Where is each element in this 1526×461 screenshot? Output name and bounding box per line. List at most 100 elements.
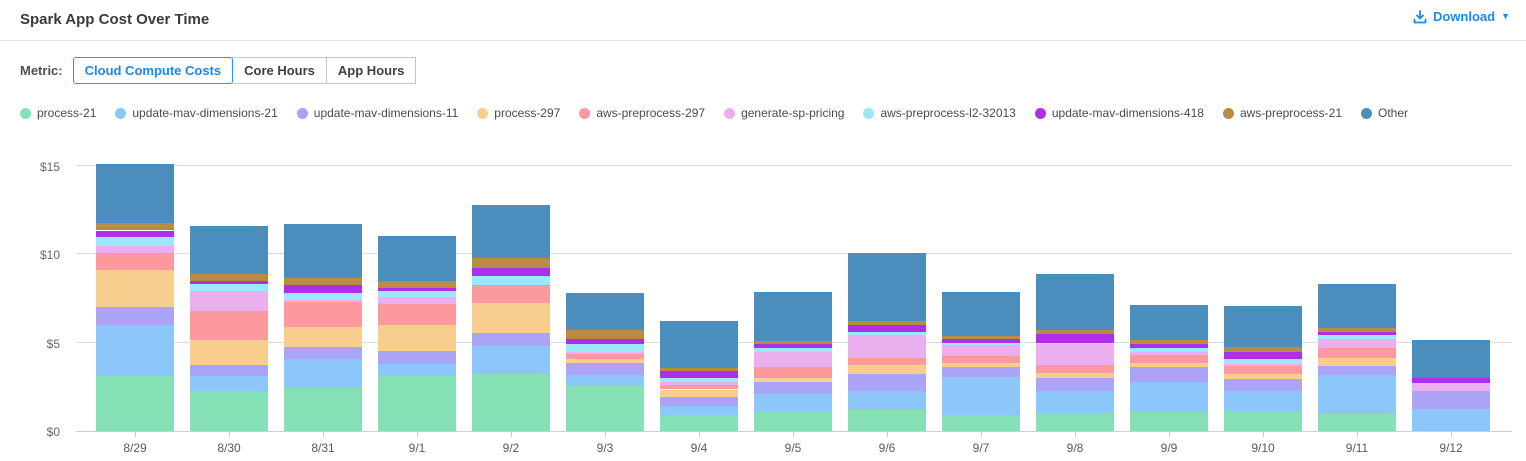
metric-option-cloud-compute-costs[interactable]: Cloud Compute Costs <box>72 57 234 84</box>
bar-9-1[interactable] <box>378 235 456 431</box>
bar-segment-aws-preprocess-l2-32013[interactable] <box>566 343 644 352</box>
bar-segment-process-297[interactable] <box>190 340 268 365</box>
bar-segment-aws-preprocess-21[interactable] <box>848 321 926 325</box>
bar-segment-aws-preprocess-297[interactable] <box>1318 347 1396 358</box>
bar-segment-update-mav-dimensions-21[interactable] <box>1036 391 1114 414</box>
bar-9-3[interactable] <box>566 293 644 431</box>
bar-segment-aws-preprocess-l2-32013[interactable] <box>1036 342 1114 345</box>
bar-segment-aws-preprocess-297[interactable] <box>754 367 832 378</box>
bar-segment-process-21[interactable] <box>1036 413 1114 431</box>
bar-segment-process-21[interactable] <box>848 409 926 431</box>
legend-item-process-21[interactable]: process-21 <box>20 106 96 120</box>
bar-segment-aws-preprocess-297[interactable] <box>848 357 926 365</box>
bar-segment-update-mav-dimensions-11[interactable] <box>1318 365 1396 376</box>
bar-segment-generate-sp-pricing[interactable] <box>848 334 926 358</box>
legend-item-generate-sp-pricing[interactable]: generate-sp-pricing <box>724 106 844 120</box>
bar-segment-aws-preprocess-21[interactable] <box>190 273 268 281</box>
bar-segment-generate-sp-pricing[interactable] <box>566 351 644 355</box>
bar-segment-process-297[interactable] <box>96 270 174 308</box>
bar-9-12[interactable] <box>1412 340 1490 431</box>
bar-segment-generate-sp-pricing[interactable] <box>1412 383 1490 392</box>
bar-segment-aws-preprocess-21[interactable] <box>566 330 644 340</box>
legend-item-process-297[interactable]: process-297 <box>477 106 560 120</box>
bar-segment-aws-preprocess-l2-32013[interactable] <box>378 291 456 297</box>
bar-segment-process-297[interactable] <box>754 378 832 383</box>
bar-segment-aws-preprocess-297[interactable] <box>284 302 362 327</box>
bar-segment-update-mav-dimensions-11[interactable] <box>660 396 738 407</box>
bar-segment-update-mav-dimensions-418[interactable] <box>96 230 174 237</box>
bar-8-29[interactable] <box>96 164 174 431</box>
bar-segment-process-21[interactable] <box>190 391 268 431</box>
bar-segment-other[interactable] <box>1318 284 1396 328</box>
bar-segment-aws-preprocess-l2-32013[interactable] <box>848 332 926 335</box>
bar-segment-aws-preprocess-l2-32013[interactable] <box>942 342 1020 346</box>
bar-segment-update-mav-dimensions-418[interactable] <box>1130 343 1208 348</box>
bar-segment-aws-preprocess-297[interactable] <box>1224 365 1302 375</box>
legend-item-update-mav-dimensions-11[interactable]: update-mav-dimensions-11 <box>296 106 458 120</box>
bar-segment-aws-preprocess-21[interactable] <box>1036 330 1114 334</box>
bar-segment-update-mav-dimensions-11[interactable] <box>472 332 550 347</box>
bar-segment-other[interactable] <box>942 292 1020 336</box>
bar-segment-update-mav-dimensions-11[interactable] <box>566 363 644 376</box>
bar-segment-aws-preprocess-l2-32013[interactable] <box>660 378 738 383</box>
bar-segment-update-mav-dimensions-21[interactable] <box>848 391 926 410</box>
bar-segment-process-297[interactable] <box>284 326 362 348</box>
bar-segment-update-mav-dimensions-21[interactable] <box>190 376 268 392</box>
bar-segment-update-mav-dimensions-11[interactable] <box>1224 378 1302 392</box>
bar-segment-other[interactable] <box>1412 340 1490 378</box>
bar-segment-other[interactable] <box>566 293 644 331</box>
bar-segment-aws-preprocess-21[interactable] <box>472 257 550 268</box>
bar-segment-aws-preprocess-297[interactable] <box>378 303 456 325</box>
bar-segment-generate-sp-pricing[interactable] <box>1130 352 1208 356</box>
bar-segment-aws-preprocess-21[interactable] <box>1318 327 1396 333</box>
bar-9-5[interactable] <box>754 292 832 431</box>
bar-segment-aws-preprocess-297[interactable] <box>1130 355 1208 363</box>
bar-segment-aws-preprocess-297[interactable] <box>942 355 1020 363</box>
bar-segment-update-mav-dimensions-11[interactable] <box>942 367 1020 378</box>
bar-segment-aws-preprocess-l2-32013[interactable] <box>1130 347 1208 353</box>
bar-segment-update-mav-dimensions-21[interactable] <box>1318 375 1396 415</box>
bar-segment-other[interactable] <box>472 204 550 258</box>
bar-segment-process-297[interactable] <box>378 325 456 351</box>
bar-segment-aws-preprocess-l2-32013[interactable] <box>284 293 362 301</box>
bar-segment-update-mav-dimensions-418[interactable] <box>754 344 832 348</box>
bar-segment-process-297[interactable] <box>1130 363 1208 368</box>
bar-segment-generate-sp-pricing[interactable] <box>1318 339 1396 348</box>
bar-segment-update-mav-dimensions-11[interactable] <box>1412 391 1490 409</box>
bar-segment-process-297[interactable] <box>472 302 550 333</box>
bar-segment-generate-sp-pricing[interactable] <box>942 345 1020 356</box>
bar-segment-process-297[interactable] <box>848 364 926 375</box>
bar-segment-aws-preprocess-21[interactable] <box>378 280 456 288</box>
bar-segment-process-21[interactable] <box>566 385 644 431</box>
legend-item-aws-preprocess-21[interactable]: aws-preprocess-21 <box>1222 106 1342 120</box>
bar-segment-other[interactable] <box>660 321 738 369</box>
bar-segment-other[interactable] <box>1130 304 1208 341</box>
bar-segment-process-21[interactable] <box>1224 410 1302 431</box>
bar-segment-aws-preprocess-l2-32013[interactable] <box>96 236 174 246</box>
legend-item-other[interactable]: Other <box>1361 106 1408 120</box>
bar-segment-update-mav-dimensions-418[interactable] <box>378 287 456 292</box>
bar-segment-aws-preprocess-l2-32013[interactable] <box>190 284 268 292</box>
bar-segment-update-mav-dimensions-418[interactable] <box>848 325 926 333</box>
download-button[interactable]: Download ▼ <box>1413 9 1510 24</box>
bar-segment-process-21[interactable] <box>754 410 832 431</box>
bar-segment-update-mav-dimensions-21[interactable] <box>1412 408 1490 431</box>
bar-segment-aws-preprocess-21[interactable] <box>660 368 738 371</box>
bar-segment-process-21[interactable] <box>378 376 456 431</box>
bar-segment-aws-preprocess-l2-32013[interactable] <box>1318 334 1396 340</box>
bar-segment-process-297[interactable] <box>942 363 1020 368</box>
bar-segment-update-mav-dimensions-11[interactable] <box>190 364 268 377</box>
bar-segment-process-297[interactable] <box>566 358 644 363</box>
bar-segment-process-21[interactable] <box>96 376 174 431</box>
bar-segment-aws-preprocess-21[interactable] <box>754 340 832 345</box>
bar-segment-update-mav-dimensions-11[interactable] <box>754 382 832 394</box>
bar-segment-process-21[interactable] <box>472 374 550 431</box>
bar-9-11[interactable] <box>1318 284 1396 431</box>
metric-option-core-hours[interactable]: Core Hours <box>232 57 327 84</box>
bar-segment-update-mav-dimensions-11[interactable] <box>848 374 926 392</box>
bar-segment-update-mav-dimensions-418[interactable] <box>660 370 738 378</box>
bar-segment-generate-sp-pricing[interactable] <box>1036 344 1114 365</box>
legend-item-update-mav-dimensions-418[interactable]: update-mav-dimensions-418 <box>1034 106 1204 120</box>
bar-segment-update-mav-dimensions-21[interactable] <box>942 377 1020 416</box>
bar-segment-aws-preprocess-297[interactable] <box>96 252 174 271</box>
